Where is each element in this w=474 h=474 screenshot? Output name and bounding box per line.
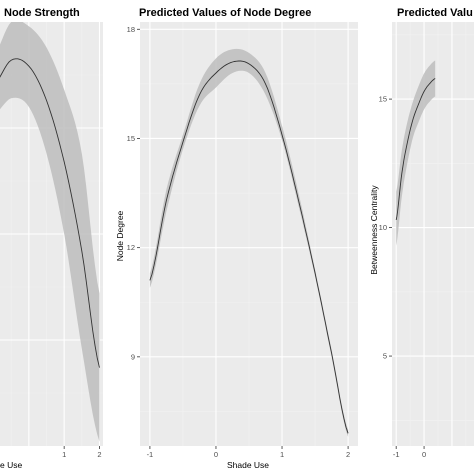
node-degree-title: Predicted Values of Node Degree (139, 7, 311, 19)
node-strength-x-axis-title: e Use (0, 460, 22, 470)
node-degree-x-tick-label: 2 (346, 450, 350, 459)
node-strength-x-tick-label: 2 (97, 450, 101, 459)
node-degree-x-tick-label: -1 (147, 450, 154, 459)
betweenness-y-tick-label: 10 (379, 223, 387, 232)
node-strength-title: Node Strength (4, 7, 80, 19)
betweenness-x-tick-label: -1 (393, 450, 400, 459)
node-degree-y-tick-label: 12 (127, 243, 135, 252)
betweenness-title: Predicted Valu (397, 7, 473, 19)
betweenness-confidence-ribbon (396, 60, 436, 246)
node-degree-x-axis-title: Shade Use (227, 460, 269, 470)
betweenness-predicted-line (395, 78, 436, 220)
node-degree-x-tick-label: 0 (214, 450, 218, 459)
betweenness-centrality-panel: -1 0 5 10 15 (379, 22, 474, 459)
node-degree-y-tick-label: 9 (131, 352, 135, 361)
node-degree-predicted-line (149, 60, 349, 434)
node-strength-confidence-ribbon (0, 22, 100, 442)
betweenness-y-tick-label: 15 (379, 95, 387, 104)
betweenness-y-axis-title: Betweenness Centrality (369, 185, 379, 275)
node-degree-y-axis-title: Node Degree (115, 210, 125, 261)
node-degree-y-tick-label: 18 (127, 25, 135, 34)
node-degree-y-tick-label: 15 (127, 134, 135, 143)
betweenness-y-tick-label: 5 (383, 352, 387, 361)
betweenness-x-tick-label: 0 (422, 450, 426, 459)
node-strength-predicted-line (0, 58, 100, 368)
node-strength-x-tick-label: 1 (62, 450, 66, 459)
node-degree-x-tick-label: 1 (280, 450, 284, 459)
